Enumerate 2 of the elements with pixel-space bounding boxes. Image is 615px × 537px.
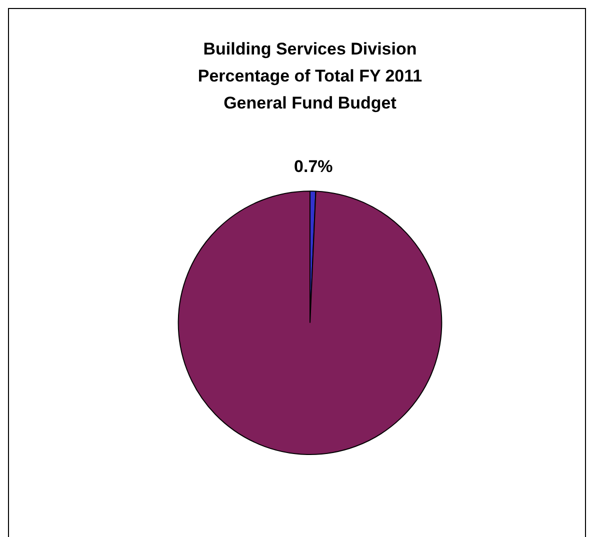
data-label: 0.7%: [294, 156, 333, 176]
chart-title: Building Services Division Percentage of Total FY 2011 General Fund Budget: [198, 39, 422, 113]
